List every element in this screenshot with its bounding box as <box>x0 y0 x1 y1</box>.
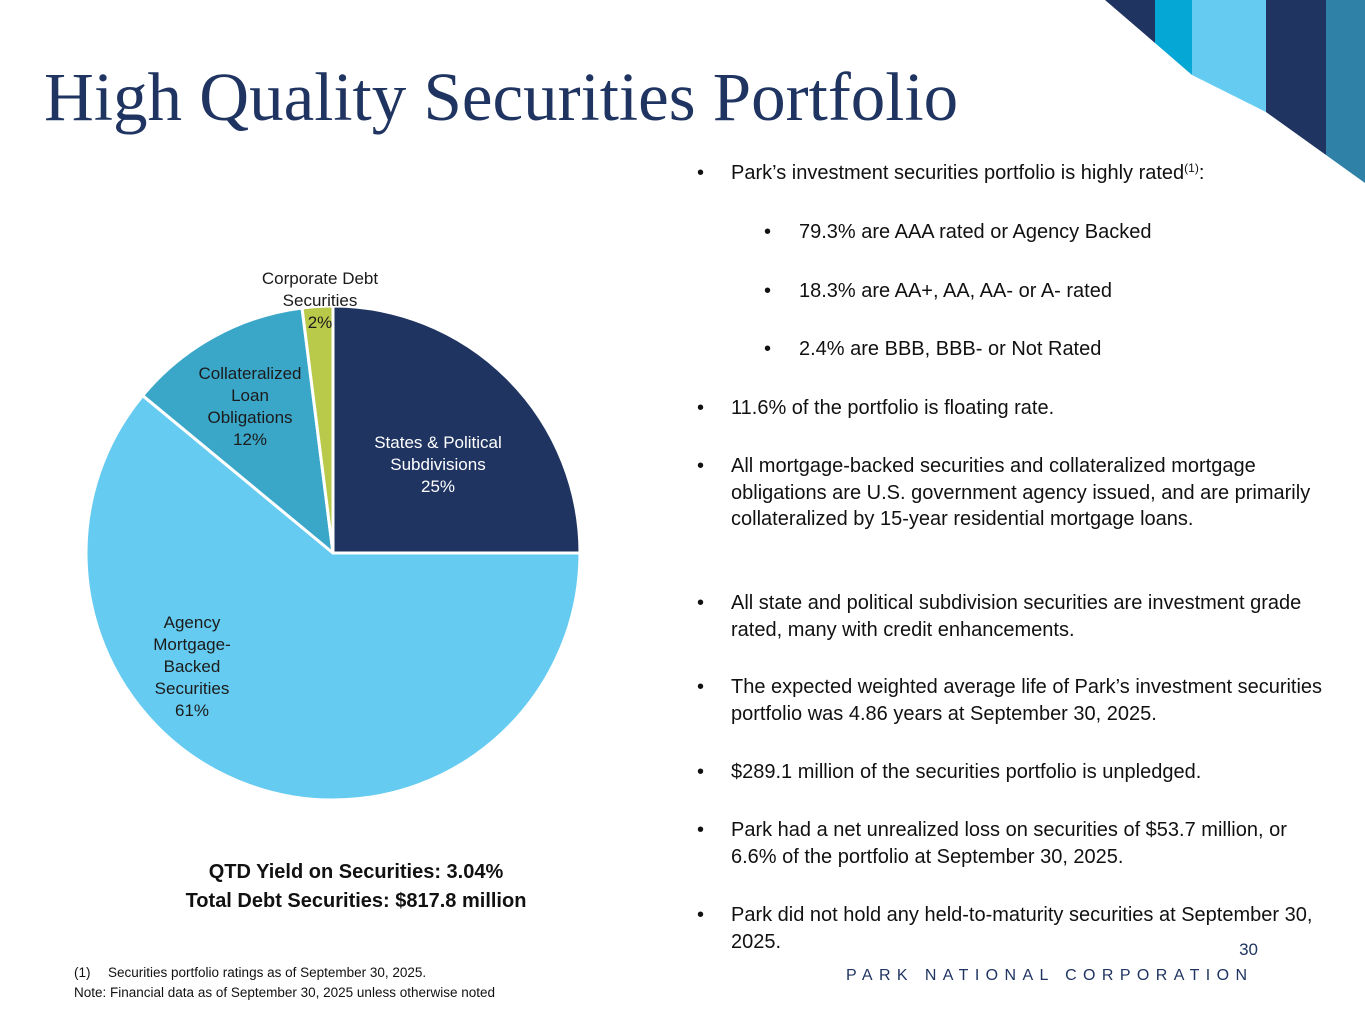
bullet-item: • $289.1 million of the securities portf… <box>697 759 1337 786</box>
brand-name: PARK NATIONAL CORPORATION <box>846 967 1254 984</box>
footnote-1: (1) Securities portfolio ratings as of Se… <box>74 965 426 980</box>
pie-label-value: 61% <box>174 701 210 720</box>
corner-navy-band-2 <box>1266 0 1326 155</box>
pie-label-line: Securities <box>282 291 358 310</box>
corner-light-band <box>1192 0 1266 112</box>
corner-bright-band <box>1155 0 1192 75</box>
pie-label: States & Political Subdivisions 25% <box>348 432 528 498</box>
pie-label-line: Subdivisions <box>390 455 486 474</box>
pie-label-value: 12% <box>232 430 268 449</box>
bullet-marker: • <box>764 280 772 302</box>
bullet-text: Park did not hold any held-to-maturity s… <box>731 904 1313 953</box>
pie-label-line: Agency <box>163 613 221 632</box>
bullet-text: 2.4% are BBB, BBB- or Not Rated <box>799 338 1102 360</box>
corner-navy-band-1 <box>1105 0 1155 43</box>
bullet-text: The expected weighted average life of Pa… <box>731 676 1323 725</box>
bullet-item: • Park had a net unrealized loss on secu… <box>697 817 1337 870</box>
pie-label: Collateralized Loan Obligations 12% <box>180 363 320 451</box>
pie-label: Corporate Debt Securities 2% <box>240 268 400 334</box>
pie-label-line: Backed <box>163 657 221 676</box>
footnote-number: (1) <box>74 965 91 980</box>
bullet-marker: • <box>697 904 705 926</box>
bullet-text: All state and political subdivision secu… <box>731 592 1302 641</box>
pie-label-line: Mortgage- <box>153 635 231 654</box>
bullet-marker: • <box>764 338 772 360</box>
bullet-marker: • <box>697 592 705 614</box>
bullet-suffix: : <box>1198 162 1205 184</box>
corner-steel-band <box>1326 0 1365 183</box>
pie-label-line: States & Political <box>374 433 502 452</box>
total-securities-summary: Total Debt Securities: $817.8 million <box>185 890 527 912</box>
page-number: 30 <box>1239 940 1258 959</box>
sub-bullet-item: • 2.4% are BBB, BBB- or Not Rated <box>697 336 1337 363</box>
sub-bullet-item: • 79.3% are AAA rated or Agency Backed <box>697 219 1337 246</box>
bullet-marker: • <box>697 761 705 783</box>
page-title: High Quality Securities Portfolio <box>44 59 959 135</box>
bullet-text: Park had a net unrealized loss on securi… <box>731 819 1287 868</box>
bullet-text: 18.3% are AA+, AA, AA- or A- rated <box>799 280 1112 302</box>
bullet-item: • All mortgage-backed securities and col… <box>697 453 1337 533</box>
pie-label: Agency Mortgage- Backed Securities 61% <box>112 612 272 722</box>
bullet-text: 79.3% are AAA rated or Agency Backed <box>799 221 1152 243</box>
footnote-text: Securities portfolio ratings as of Septe… <box>108 965 427 980</box>
pie-label-line: Loan <box>231 386 269 405</box>
pie-label-line: Obligations <box>207 408 293 427</box>
bullet-marker: • <box>697 455 705 477</box>
bullet-marker: • <box>697 676 705 698</box>
bullet-marker: • <box>764 221 772 243</box>
bullet-text: $289.1 million of the securities portfol… <box>731 761 1202 783</box>
bullet-marker: • <box>697 819 705 841</box>
bullet-item: • All state and political subdivision se… <box>697 590 1337 643</box>
bullet-marker: • <box>697 397 705 419</box>
bullet-marker: • <box>697 162 705 184</box>
footnote-ref: (1) <box>1184 161 1199 175</box>
bullet-item: • Park did not hold any held-to-maturity… <box>697 902 1337 955</box>
pie-label-value: 25% <box>420 477 456 496</box>
yield-summary: QTD Yield on Securities: 3.04% <box>208 861 504 883</box>
bullet-text: All mortgage-backed securities and colla… <box>731 455 1311 530</box>
pie-label-value: 2% <box>307 313 333 332</box>
pie-slice-states-political-subdivisions <box>331 304 582 555</box>
bullet-text: Park’s investment securities portfolio i… <box>731 162 1185 184</box>
bullet-item: • The expected weighted average life of … <box>697 674 1337 727</box>
pie-label-line: Securities <box>154 679 230 698</box>
bullet-text: 11.6% of the portfolio is floating rate. <box>731 397 1055 419</box>
bullet-item: • Park’s investment securities portfolio… <box>697 160 1337 187</box>
bullet-item: • 11.6% of the portfolio is floating rat… <box>697 395 1337 422</box>
sub-bullet-item: • 18.3% are AA+, AA, AA- or A- rated <box>697 278 1337 305</box>
pie-label-line: Corporate Debt <box>261 269 379 288</box>
footnote-note: Note: Financial data as of September 30,… <box>74 985 496 1000</box>
pie-label-line: Collateralized <box>198 364 302 383</box>
